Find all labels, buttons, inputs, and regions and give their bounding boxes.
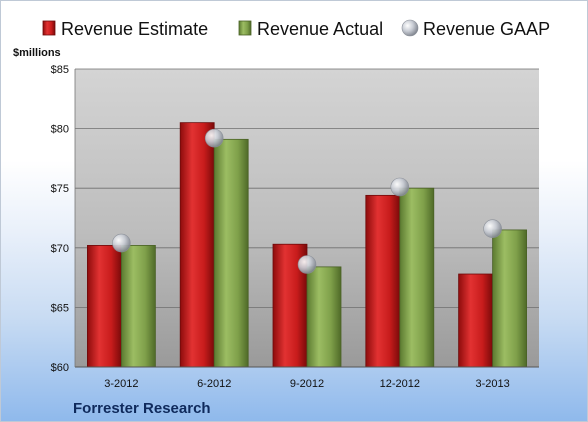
legend-item-actual[interactable]: Revenue Actual: [238, 19, 383, 39]
y-tick-label: $60: [51, 362, 69, 374]
gaap-markers: [112, 128, 502, 274]
legend-swatch-estimate: [42, 20, 56, 36]
legend-label-actual: Revenue Actual: [257, 19, 383, 39]
x-tick-label: 3-2013: [475, 378, 509, 390]
legend-item-estimate[interactable]: Revenue Estimate: [42, 19, 208, 39]
marker-revenue-gaap: [483, 219, 502, 239]
y-axis-ticks: $60 $65 $70 $75 $80 $85: [51, 64, 69, 374]
bars: [87, 122, 528, 368]
source-label: Forrester Research: [73, 400, 211, 417]
x-tick-label: 9-2012: [290, 378, 324, 390]
bar-revenue-estimate: [179, 122, 215, 368]
legend: Revenue Estimate Revenue Actual Revenue …: [42, 19, 550, 39]
y-tick-label: $65: [51, 302, 69, 314]
legend-item-gaap[interactable]: Revenue GAAP: [401, 19, 550, 39]
marker-revenue-gaap: [112, 233, 131, 253]
legend-swatch-actual: [238, 20, 252, 36]
bar-revenue-actual: [306, 266, 342, 368]
legend-label-estimate: Revenue Estimate: [61, 19, 208, 39]
x-tick-label: 6-2012: [197, 378, 231, 390]
bar-revenue-estimate: [365, 194, 401, 368]
y-tick-label: $70: [51, 243, 69, 255]
marker-revenue-gaap: [204, 128, 224, 148]
legend-label-gaap: Revenue GAAP: [423, 19, 550, 39]
y-tick-label: $80: [51, 124, 69, 136]
bar-revenue-estimate: [458, 273, 494, 368]
bar-revenue-actual: [492, 229, 528, 368]
marker-revenue-gaap: [297, 255, 317, 274]
bar-revenue-actual: [399, 187, 435, 368]
bar-revenue-estimate: [87, 245, 122, 368]
bar-revenue-actual: [121, 245, 156, 368]
y-tick-label: $85: [51, 64, 69, 76]
marker-revenue-gaap: [390, 177, 410, 197]
bar-revenue-actual: [213, 138, 249, 368]
x-axis-ticks: 3-2012 6-2012 9-2012 12-2012 3-2013: [104, 378, 509, 390]
y-tick-label: $75: [51, 183, 69, 195]
legend-swatch-gaap: [401, 19, 419, 37]
y-axis-unit-label: $millions: [13, 47, 61, 59]
x-tick-label: 12-2012: [380, 378, 420, 390]
x-tick-label: 3-2012: [104, 378, 138, 390]
